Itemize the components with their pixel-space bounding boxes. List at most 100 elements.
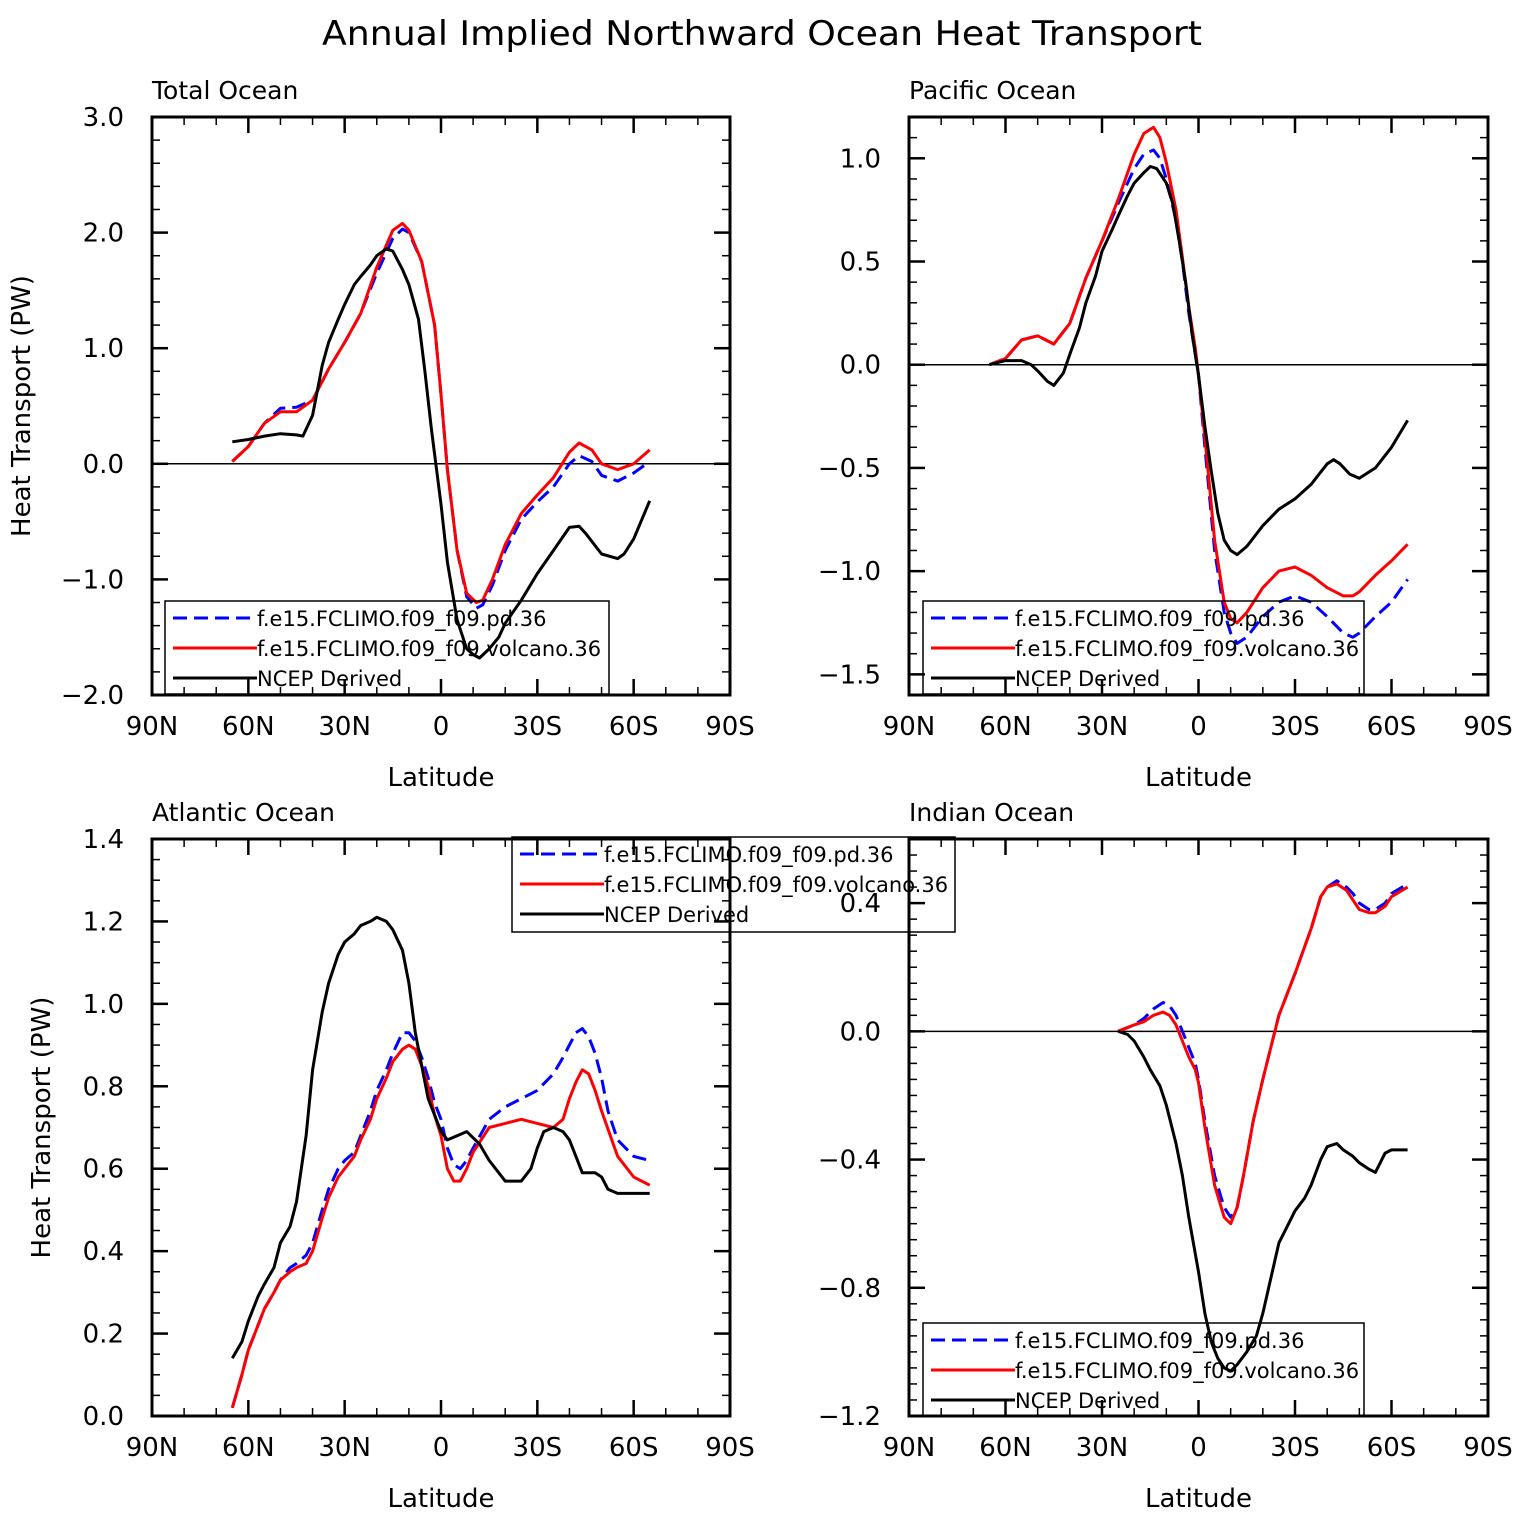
y-tick-label: 1.4 bbox=[83, 825, 124, 855]
y-axis-label: Heat Transport (PW) bbox=[7, 275, 37, 537]
x-tick-label: 0 bbox=[433, 712, 450, 742]
x-tick-label: 30N bbox=[318, 1433, 371, 1463]
y-tick-label: 0.5 bbox=[840, 248, 881, 278]
x-tick-label: 60N bbox=[979, 712, 1032, 742]
y-tick-label: 0.8 bbox=[83, 1072, 124, 1102]
series-line-pd bbox=[231, 227, 651, 610]
y-tick-label: 1.0 bbox=[840, 144, 881, 174]
y-tick-label: 1.2 bbox=[83, 907, 124, 937]
x-tick-label: 30N bbox=[318, 712, 371, 742]
series-line-pd bbox=[988, 148, 1409, 645]
y-tick-label: 0.4 bbox=[840, 889, 881, 919]
x-axis-label: Latitude bbox=[1145, 1484, 1252, 1514]
legend: f.e15.FCLIMO.f09_f09.pd.36 f.e15.FCLIMO.f… bbox=[922, 600, 1365, 695]
legend-label: f.e15.FCLIMO.f09_f09.pd.36 bbox=[1015, 1329, 1304, 1354]
y-tick-label: 3.0 bbox=[83, 103, 124, 133]
x-tick-label: 30S bbox=[513, 712, 563, 742]
y-tick-label: 0.0 bbox=[83, 1402, 124, 1432]
y-tick-label: 1.0 bbox=[83, 990, 124, 1020]
panel-2: Atlantic Ocean 0.0 0.2 0.4 0.6 0.8 1.0 1.2 1.4 90… bbox=[27, 798, 956, 1514]
y-tick-label: 1.0 bbox=[83, 334, 124, 364]
y-axis-label: Heat Transport (PW) bbox=[27, 997, 57, 1259]
y-tick-label: 0.4 bbox=[83, 1237, 124, 1267]
x-tick-label: 60S bbox=[1367, 1433, 1417, 1463]
x-tick-label: 60N bbox=[222, 712, 275, 742]
x-tick-label: 90N bbox=[126, 1433, 179, 1463]
legend-label: NCEP Derived bbox=[1015, 667, 1160, 691]
x-tick-label: 0 bbox=[433, 1433, 450, 1463]
y-tick-label: 2.0 bbox=[83, 219, 124, 249]
x-tick-label: 30N bbox=[1076, 712, 1129, 742]
x-tick-label: 90S bbox=[705, 712, 755, 742]
legend-label: NCEP Derived bbox=[1015, 1389, 1160, 1413]
series-line-ncep bbox=[232, 247, 652, 660]
x-tick-label: 0 bbox=[1190, 1433, 1207, 1463]
figure-title: Annual Implied Northward Ocean Heat Tran… bbox=[322, 14, 1202, 54]
y-tick-label: −1.5 bbox=[818, 660, 881, 690]
y-tick-label: −0.5 bbox=[818, 454, 881, 484]
legend-box bbox=[511, 836, 956, 933]
legend-label: f.e15.FCLIMO.f09_f09.volcano.36 bbox=[1015, 637, 1359, 662]
legend-label: f.e15.FCLIMO.f09_f09.pd.36 bbox=[257, 607, 546, 632]
x-tick-label: 60S bbox=[1367, 712, 1417, 742]
legend-label: NCEP Derived bbox=[604, 903, 749, 927]
panel-title: Pacific Ocean bbox=[909, 76, 1076, 105]
series-line-ncep bbox=[1117, 1029, 1408, 1373]
y-tick-label: −2.0 bbox=[61, 681, 124, 711]
panel-title: Atlantic Ocean bbox=[152, 798, 335, 827]
x-tick-label: 60N bbox=[222, 1433, 275, 1463]
x-tick-label: 30N bbox=[1076, 1433, 1129, 1463]
legend-label: f.e15.FCLIMO.f09_f09.volcano.36 bbox=[604, 873, 948, 898]
x-tick-label: 30S bbox=[1270, 712, 1320, 742]
x-tick-label: 90N bbox=[883, 1433, 936, 1463]
panel-3: Indian Ocean −1.2 −0.8 −0.4 0.0 0.4 90N 60N 30N 0… bbox=[818, 798, 1513, 1514]
legend-label: f.e15.FCLIMO.f09_f09.volcano.36 bbox=[1015, 1359, 1359, 1384]
x-tick-label: 90S bbox=[1463, 712, 1513, 742]
y-tick-label: −0.8 bbox=[818, 1274, 881, 1304]
panel-title: Indian Ocean bbox=[909, 798, 1074, 827]
x-tick-label: 60S bbox=[609, 1433, 659, 1463]
panel-0: Total Ocean −2.0 −1.0 0.0 1.0 2.0 3.0 90N 60N 30N… bbox=[7, 76, 755, 793]
series-line-ncep bbox=[989, 165, 1409, 557]
y-tick-label: 0.0 bbox=[83, 450, 124, 480]
x-tick-label: 30S bbox=[1270, 1433, 1320, 1463]
x-axis-label: Latitude bbox=[1145, 763, 1252, 793]
x-tick-label: 60S bbox=[609, 712, 659, 742]
legend-box bbox=[164, 600, 610, 695]
x-tick-label: 90N bbox=[883, 712, 936, 742]
panel-1: Pacific Ocean −1.5 −1.0 −0.5 0.0 0.5 1.0 90N 60N… bbox=[818, 76, 1513, 793]
x-tick-label: 60N bbox=[979, 1433, 1032, 1463]
y-tick-label: −1.0 bbox=[818, 557, 881, 587]
series-line-ncep bbox=[231, 915, 650, 1360]
legend-label: f.e15.FCLIMO.f09_f09.pd.36 bbox=[1015, 607, 1304, 632]
y-tick-label: −0.4 bbox=[818, 1146, 881, 1176]
x-axis-label: Latitude bbox=[387, 1484, 494, 1514]
legend: f.e15.FCLIMO.f09_f09.pd.36 f.e15.FCLIMO.f… bbox=[164, 600, 610, 695]
y-tick-label: −1.0 bbox=[61, 565, 124, 595]
x-tick-label: 30S bbox=[513, 1433, 563, 1463]
y-tick-label: 0.2 bbox=[83, 1320, 124, 1350]
series-line-volcano bbox=[230, 1043, 651, 1409]
y-tick-label: 0.0 bbox=[840, 1017, 881, 1047]
legend: f.e15.FCLIMO.f09_f09.pd.36 f.e15.FCLIMO.f… bbox=[511, 836, 956, 933]
legend-box bbox=[922, 1322, 1365, 1417]
legend-box bbox=[922, 600, 1365, 695]
y-tick-label: 0.0 bbox=[840, 351, 881, 381]
x-tick-label: 90N bbox=[126, 712, 179, 742]
x-tick-label: 0 bbox=[1190, 712, 1207, 742]
legend-label: NCEP Derived bbox=[257, 667, 402, 691]
series-line-volcano bbox=[231, 221, 651, 604]
legend-label: f.e15.FCLIMO.f09_f09.pd.36 bbox=[604, 843, 893, 868]
x-axis-label: Latitude bbox=[387, 763, 494, 793]
x-tick-label: 90S bbox=[1463, 1433, 1513, 1463]
x-tick-label: 90S bbox=[705, 1433, 755, 1463]
legend: f.e15.FCLIMO.f09_f09.pd.36 f.e15.FCLIMO.f… bbox=[922, 1322, 1365, 1417]
y-tick-label: −1.2 bbox=[818, 1402, 881, 1432]
panel-title: Total Ocean bbox=[151, 76, 298, 105]
legend-label: f.e15.FCLIMO.f09_f09.volcano.36 bbox=[257, 637, 601, 662]
series-line-volcano bbox=[1117, 882, 1409, 1226]
y-tick-label: 0.6 bbox=[83, 1155, 124, 1185]
series-line-pd bbox=[230, 1027, 651, 1409]
